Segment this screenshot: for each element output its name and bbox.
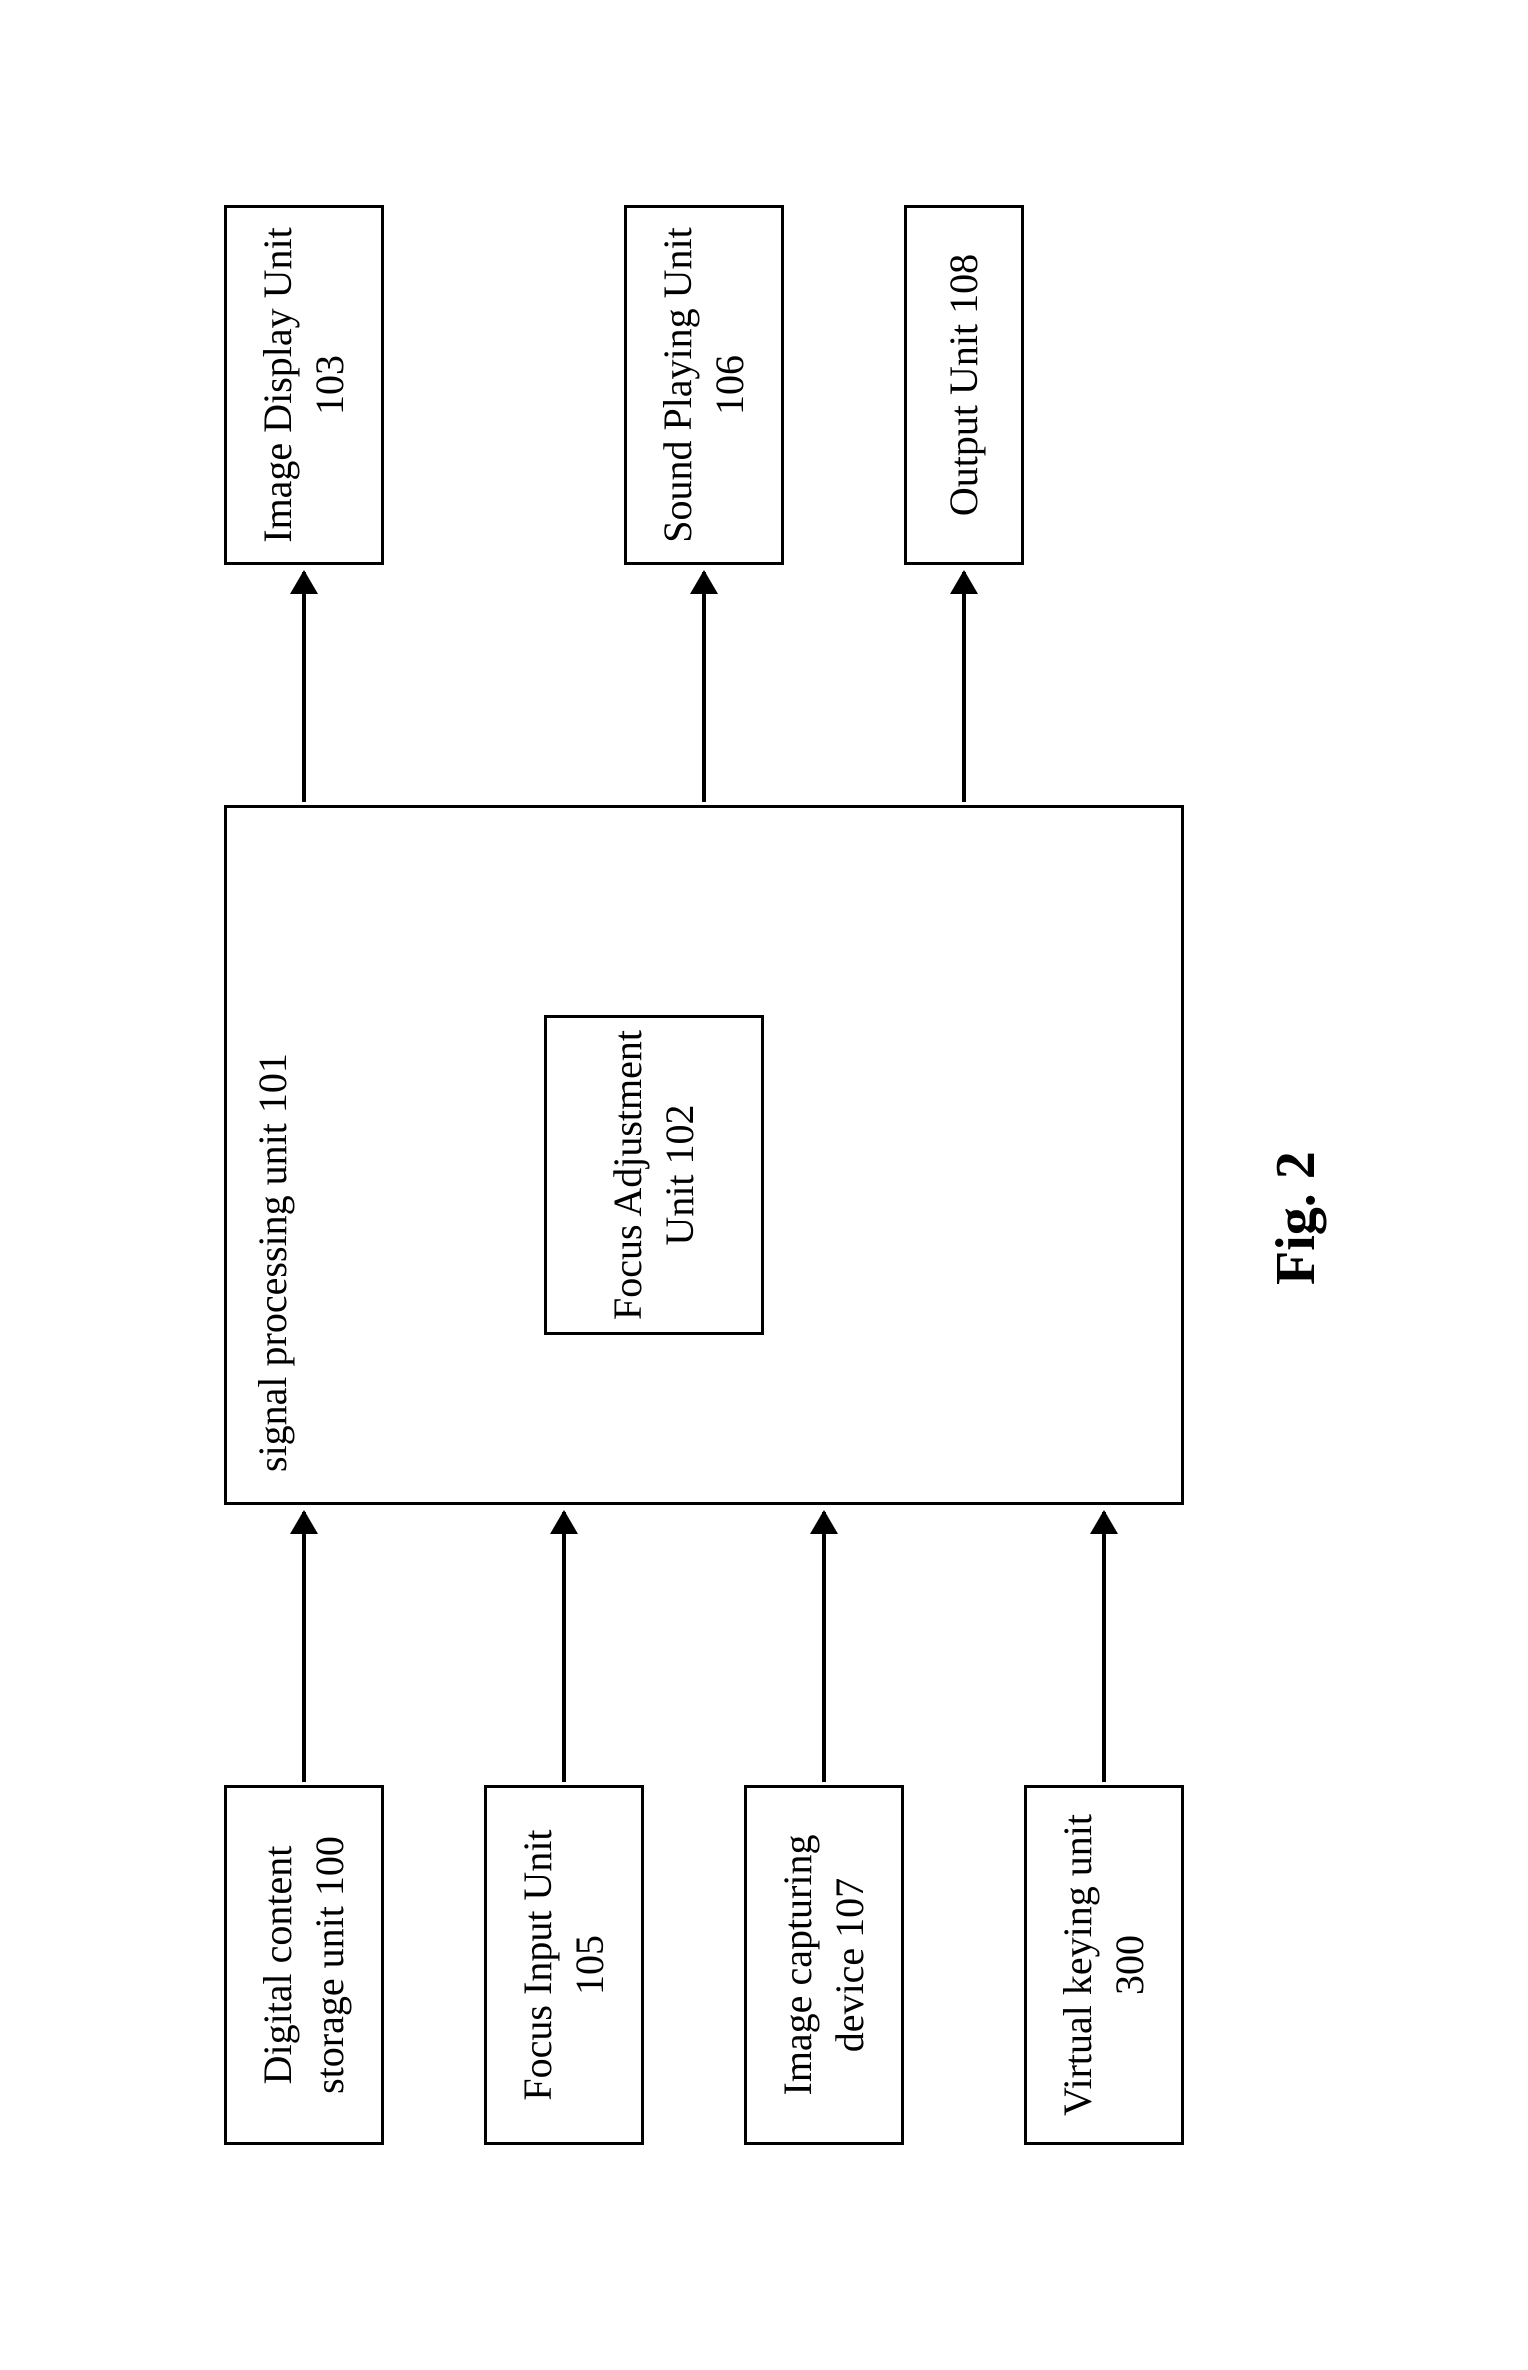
box-label: Image Display Unit 103: [252, 218, 356, 552]
box-label: Output Unit 108: [938, 254, 990, 516]
box-virtual-keying: Virtual keying unit 300: [1024, 1785, 1184, 2145]
box-label: signal processing unit 101: [247, 1053, 299, 1472]
box-image-capturing: Image capturing device 107: [744, 1785, 904, 2145]
box-label: Focus Adjustment Unit 102: [602, 1028, 706, 1322]
arrow-image-to-signal: [822, 1512, 826, 1782]
box-label: Digital content storage unit 100: [252, 1798, 356, 2132]
figure-label: Fig. 2: [1264, 1151, 1328, 1285]
arrow-signal-to-display: [302, 572, 306, 802]
block-diagram: Digital content storage unit 100 Focus I…: [164, 185, 1364, 2185]
box-label: Sound Playing Unit 106: [652, 218, 756, 552]
arrow-virtual-to-signal: [1102, 1512, 1106, 1782]
arrow-focus-to-signal: [562, 1512, 566, 1782]
box-image-display: Image Display Unit 103: [224, 205, 384, 565]
box-label: Virtual keying unit 300: [1052, 1798, 1156, 2132]
box-focus-input: Focus Input Unit 105: [484, 1785, 644, 2145]
box-sound-playing: Sound Playing Unit 106: [624, 205, 784, 565]
box-label: Focus Input Unit 105: [512, 1798, 616, 2132]
arrow-digital-to-signal: [302, 1512, 306, 1782]
box-output-unit: Output Unit 108: [904, 205, 1024, 565]
arrow-signal-to-output: [962, 572, 966, 802]
box-focus-adjustment: Focus Adjustment Unit 102: [544, 1015, 764, 1335]
arrow-signal-to-sound: [702, 572, 706, 802]
box-label: Image capturing device 107: [772, 1798, 876, 2132]
box-digital-content: Digital content storage unit 100: [224, 1785, 384, 2145]
